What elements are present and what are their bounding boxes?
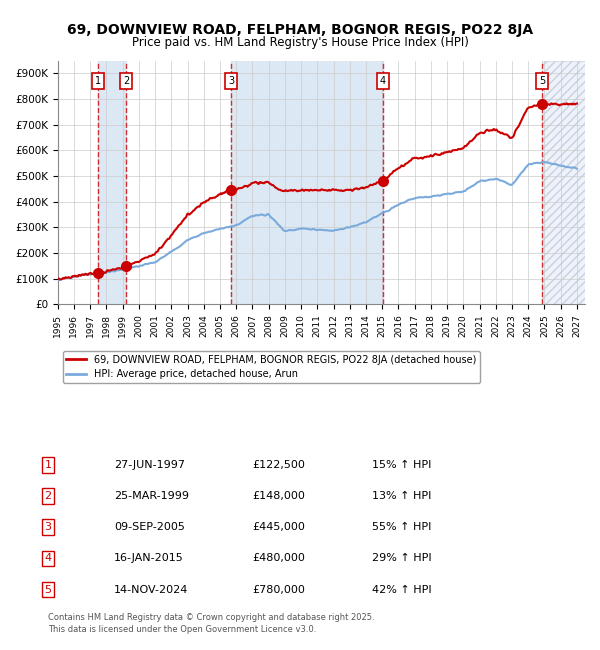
Text: 2: 2 (123, 76, 130, 86)
Text: 3: 3 (44, 522, 52, 532)
Text: 1: 1 (44, 460, 52, 470)
Bar (542, 60, 600, 304)
Text: 42% ↑ HPI: 42% ↑ HPI (372, 584, 431, 595)
Text: £445,000: £445,000 (252, 522, 305, 532)
Text: 27-JUN-1997: 27-JUN-1997 (114, 460, 185, 470)
Bar (98, 60, 127, 304)
Text: Contains HM Land Registry data © Crown copyright and database right 2025.
This d: Contains HM Land Registry data © Crown c… (48, 613, 374, 634)
Text: 4: 4 (44, 553, 52, 564)
Text: 29% ↑ HPI: 29% ↑ HPI (372, 553, 431, 564)
Text: 25-MAR-1999: 25-MAR-1999 (114, 491, 189, 501)
Text: 55% ↑ HPI: 55% ↑ HPI (372, 522, 431, 532)
Text: £148,000: £148,000 (252, 491, 305, 501)
Text: 69, DOWNVIEW ROAD, FELPHAM, BOGNOR REGIS, PO22 8JA: 69, DOWNVIEW ROAD, FELPHAM, BOGNOR REGIS… (67, 23, 533, 37)
Text: 3: 3 (228, 76, 234, 86)
Text: 13% ↑ HPI: 13% ↑ HPI (372, 491, 431, 501)
Text: 5: 5 (539, 76, 545, 86)
Text: £780,000: £780,000 (252, 584, 305, 595)
Text: 15% ↑ HPI: 15% ↑ HPI (372, 460, 431, 470)
Bar (231, 60, 383, 304)
Text: 2: 2 (44, 491, 52, 501)
Text: £480,000: £480,000 (252, 553, 305, 564)
Legend: 69, DOWNVIEW ROAD, FELPHAM, BOGNOR REGIS, PO22 8JA (detached house), HPI: Averag: 69, DOWNVIEW ROAD, FELPHAM, BOGNOR REGIS… (62, 351, 480, 383)
Text: 09-SEP-2005: 09-SEP-2005 (114, 522, 185, 532)
Text: 1: 1 (95, 76, 101, 86)
Text: Price paid vs. HM Land Registry's House Price Index (HPI): Price paid vs. HM Land Registry's House … (131, 36, 469, 49)
Text: 5: 5 (44, 584, 52, 595)
Text: 4: 4 (380, 76, 386, 86)
Text: £122,500: £122,500 (252, 460, 305, 470)
Text: 14-NOV-2024: 14-NOV-2024 (114, 584, 188, 595)
Text: 16-JAN-2015: 16-JAN-2015 (114, 553, 184, 564)
